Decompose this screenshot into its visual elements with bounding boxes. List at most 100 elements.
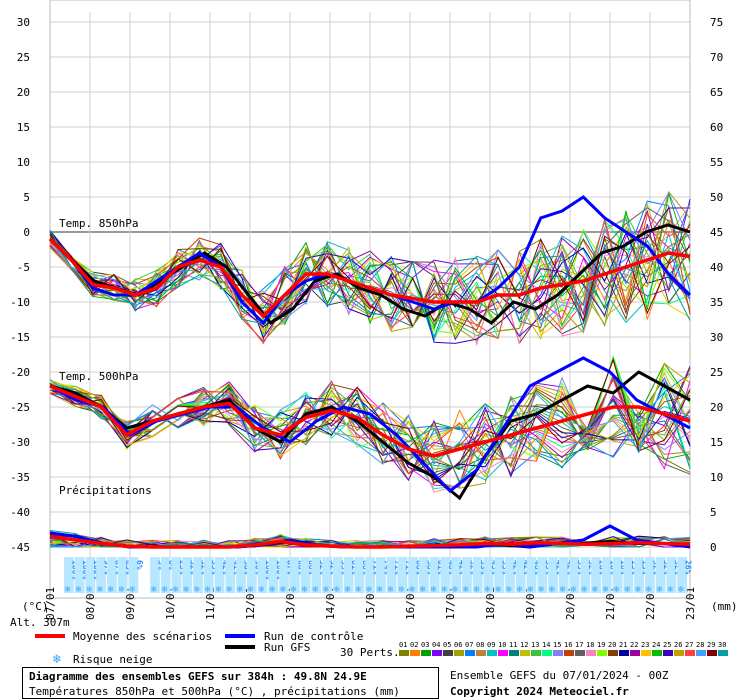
left-tick-label: -15 bbox=[10, 331, 30, 344]
pert-number: 15 bbox=[553, 641, 561, 649]
legend-control-swatch bbox=[225, 634, 255, 638]
left-tick-label: -25 bbox=[10, 401, 30, 414]
snow-risk-cell bbox=[580, 557, 591, 593]
left-tick-label: -35 bbox=[10, 471, 30, 484]
snow-risk-cell bbox=[268, 557, 279, 593]
chart-title-box: Diagramme des ensembles GEFS sur 384h : … bbox=[22, 667, 439, 699]
snow-risk-cell bbox=[150, 557, 160, 593]
pert-number: 10 bbox=[498, 641, 506, 649]
x-tick-label: 20/01 bbox=[564, 587, 577, 620]
snow-risk-cell bbox=[494, 557, 505, 593]
pert-number: 19 bbox=[597, 641, 605, 649]
perturbation-legend: 01 02 03 04 05 06 07 08 09 10 11 12 13 14 15 16 17 18 19 20… bbox=[399, 641, 728, 656]
pert-swatch bbox=[542, 650, 552, 656]
snowflake-icon: ❄ bbox=[678, 585, 684, 595]
snow-risk-cell bbox=[203, 557, 214, 593]
snowflake-icon: ❄ bbox=[130, 585, 136, 595]
snowflake-icon: ❄ bbox=[560, 585, 566, 595]
x-tick-label: 18/01 bbox=[484, 587, 497, 620]
snowflake-icon: ❄ bbox=[420, 585, 426, 595]
snowflake-icon: ❄ bbox=[280, 585, 286, 595]
snow-risk-cell bbox=[300, 557, 311, 593]
snowflake-icon: ❄ bbox=[657, 585, 663, 595]
snow-risk-pct: 26% bbox=[684, 560, 693, 575]
run-label: Ensemble GEFS du 07/01/2024 - 00Z bbox=[450, 669, 669, 682]
right-tick-label: 20 bbox=[710, 401, 723, 414]
main-series-lines bbox=[48, 195, 692, 549]
snowflake-icon: ❄ bbox=[312, 585, 318, 595]
snowflake-icon: ❄ bbox=[635, 585, 641, 595]
snowflake-icon: ❄ bbox=[603, 585, 609, 595]
snow-risk-cell bbox=[225, 557, 236, 593]
pert-number: 12 bbox=[520, 641, 528, 649]
gfs-t850-line bbox=[48, 223, 691, 325]
panel-label-t850: Temp. 850hPa bbox=[59, 217, 138, 230]
pert-t850-line bbox=[49, 230, 691, 340]
panel-label-precip: Précipitations bbox=[59, 484, 152, 497]
snowflake-icon: ❄ bbox=[248, 585, 254, 595]
pert-swatch bbox=[696, 650, 706, 656]
right-tick-label: 70 bbox=[710, 51, 723, 64]
snow-risk-cell bbox=[171, 557, 182, 593]
mean-t500-line bbox=[49, 384, 691, 458]
snow-risk-cell bbox=[182, 557, 193, 593]
snowflake-icon: ❄ bbox=[667, 585, 673, 595]
snow-risk-cell bbox=[440, 557, 451, 593]
right-tick-label: 15 bbox=[710, 436, 723, 449]
pert-swatch bbox=[531, 650, 541, 656]
right-tick-label: 25 bbox=[710, 366, 723, 379]
pert-swatch bbox=[718, 650, 728, 656]
snowflake-icon: ❄ bbox=[65, 585, 71, 595]
pert-swatch bbox=[564, 650, 574, 656]
left-tick-label: -20 bbox=[10, 366, 30, 379]
chart-subtitle: Températures 850hPa et 500hPa (°C) , pré… bbox=[29, 685, 400, 698]
snowflake-icon: ❄ bbox=[162, 585, 168, 595]
snowflake-icon: ❄ bbox=[485, 585, 491, 595]
pert-number: 27 bbox=[685, 641, 693, 649]
snow-risk-cell bbox=[64, 557, 74, 593]
pert-t850-line bbox=[49, 190, 691, 342]
x-tick-label: 12/01 bbox=[244, 587, 257, 620]
snow-risk-cell bbox=[246, 557, 257, 593]
pert-swatch bbox=[586, 650, 596, 656]
snowflake-icon: ❄ bbox=[377, 585, 383, 595]
pert-t850-line bbox=[49, 207, 690, 344]
right-tick-label: 55 bbox=[710, 156, 723, 169]
pert-t850-line bbox=[49, 207, 691, 329]
snowflake-icon: ❄ bbox=[226, 585, 232, 595]
mean-t850-line bbox=[48, 237, 691, 319]
snowflake-icon: ❄ bbox=[624, 585, 630, 595]
altitude-label: Alt. 307m bbox=[10, 616, 70, 629]
pert-t850-line bbox=[49, 206, 691, 342]
x-tick-label: 13/01 bbox=[284, 587, 297, 620]
left-axis: 30 25 20 15 10 5 0 -5 -10 -15 -20 -25 -30 -35 -40 -45 bbox=[10, 16, 30, 554]
snow-risk-cell bbox=[289, 557, 300, 593]
pert-swatch bbox=[443, 650, 453, 656]
pert-t850-line bbox=[49, 193, 691, 328]
snow-risk-cell bbox=[451, 557, 462, 593]
right-axis-unit: (mm) bbox=[711, 600, 738, 613]
pert-swatch bbox=[410, 650, 420, 656]
pert-number: 07 bbox=[465, 641, 473, 649]
pert-swatch bbox=[663, 650, 673, 656]
pert-number: 13 bbox=[531, 641, 539, 649]
left-axis-unit: (°C) bbox=[22, 600, 49, 613]
legend: Moyenne des scénarios Run de contrôle Ru… bbox=[35, 630, 728, 667]
snowflake-icon: ❄ bbox=[463, 585, 469, 595]
snowflake-icon: ❄ bbox=[355, 585, 361, 595]
mean-precip-line bbox=[49, 534, 691, 549]
pert-number: 20 bbox=[608, 641, 616, 649]
snowflake-icon: ❄ bbox=[345, 585, 351, 595]
pert-number: 08 bbox=[476, 641, 484, 649]
pert-t850-line bbox=[49, 223, 691, 331]
pert-number: 05 bbox=[443, 641, 451, 649]
snow-risk-cell bbox=[569, 557, 580, 593]
snowflake-icon: ❄ bbox=[592, 585, 598, 595]
snow-risk-cell bbox=[537, 557, 548, 593]
pert-t850-line bbox=[49, 212, 691, 337]
left-tick-label: 15 bbox=[17, 121, 30, 134]
snow-risk-cell bbox=[107, 557, 117, 593]
snow-risk-cell bbox=[515, 557, 526, 593]
right-tick-label: 75 bbox=[710, 16, 723, 29]
snowflake-icon: ❄ bbox=[581, 585, 587, 595]
